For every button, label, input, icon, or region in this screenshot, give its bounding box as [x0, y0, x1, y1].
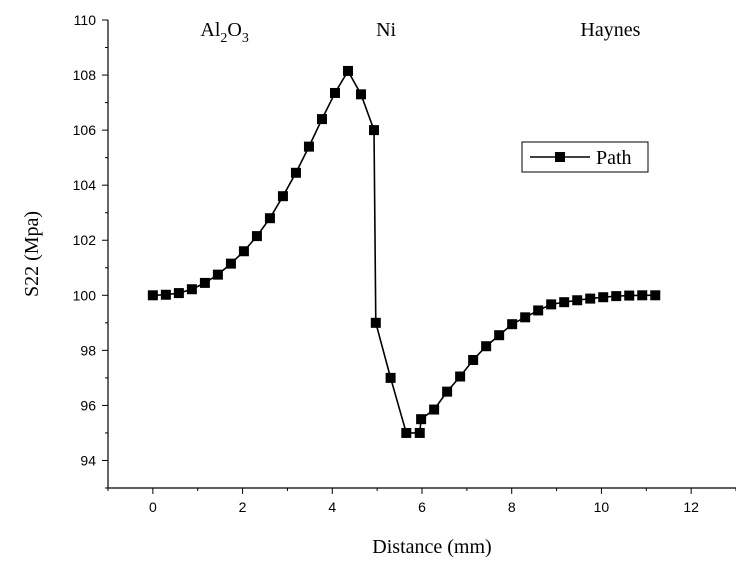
region-labels: Al2O3 Ni Haynes [200, 19, 640, 46]
y-tick-label: 106 [73, 122, 97, 138]
data-point [533, 305, 544, 316]
data-point [468, 354, 479, 365]
y-tick-label: 98 [80, 342, 96, 358]
data-point [507, 319, 518, 330]
data-point [147, 290, 158, 301]
y-axis-title: S22 (Mpa) [21, 211, 43, 297]
x-tick-label: 2 [239, 499, 247, 515]
data-point [370, 317, 381, 328]
data-point [611, 291, 622, 302]
data-point [342, 65, 353, 76]
legend-marker [555, 152, 565, 162]
data-point [160, 289, 171, 300]
y-tick-label: 104 [73, 177, 97, 193]
y-tick-label: 96 [80, 397, 96, 413]
x-axis-title: Distance (mm) [372, 536, 491, 558]
data-point [494, 330, 505, 341]
data-point [481, 341, 492, 352]
data-point [225, 258, 236, 269]
x-tick-label: 10 [594, 499, 610, 515]
y-tick-label: 94 [80, 452, 96, 468]
data-point [199, 277, 210, 288]
data-point [414, 427, 425, 438]
y-tick-label: 108 [73, 67, 97, 83]
y-tick-label: 100 [73, 287, 97, 303]
data-point [277, 191, 288, 202]
data-point [416, 414, 427, 425]
series-path [147, 65, 661, 438]
x-tick-label: 6 [418, 499, 426, 515]
data-point [355, 89, 366, 100]
data-point [385, 372, 396, 383]
data-point [238, 246, 249, 257]
data-point [212, 269, 223, 280]
region-label: Al2O3 [200, 19, 248, 46]
data-point [429, 404, 440, 415]
data-point [186, 284, 197, 295]
data-point [264, 213, 275, 224]
data-point [303, 141, 314, 152]
data-point [650, 290, 661, 301]
x-tick-label: 4 [328, 499, 336, 515]
x-tick-label: 8 [508, 499, 516, 515]
data-point [329, 87, 340, 98]
data-point [316, 114, 327, 125]
region-label: Haynes [580, 19, 640, 41]
ticks: 0 2 4 6 8 10 12 94 96 98 100 102 104 106 108 110 [73, 12, 736, 515]
x-tick-label: 0 [149, 499, 157, 515]
data-point [290, 167, 301, 178]
data-point [572, 295, 583, 306]
legend-label: Path [596, 147, 632, 169]
y-tick-label: 110 [74, 12, 97, 28]
legend: Path [521, 141, 649, 173]
data-point [624, 290, 635, 301]
data-point [173, 288, 184, 299]
data-point [520, 312, 531, 323]
data-point [251, 231, 262, 242]
data-point [637, 290, 648, 301]
data-point [455, 371, 466, 382]
x-tick-label: 12 [683, 499, 699, 515]
data-point [546, 299, 557, 310]
data-point [585, 293, 596, 304]
data-point [369, 125, 380, 136]
data-point [442, 386, 453, 397]
series-line [152, 69, 656, 434]
data-point [559, 297, 570, 308]
data-point [401, 427, 412, 438]
data-point [598, 292, 609, 303]
region-label: Ni [376, 19, 396, 41]
y-tick-label: 102 [73, 232, 97, 248]
